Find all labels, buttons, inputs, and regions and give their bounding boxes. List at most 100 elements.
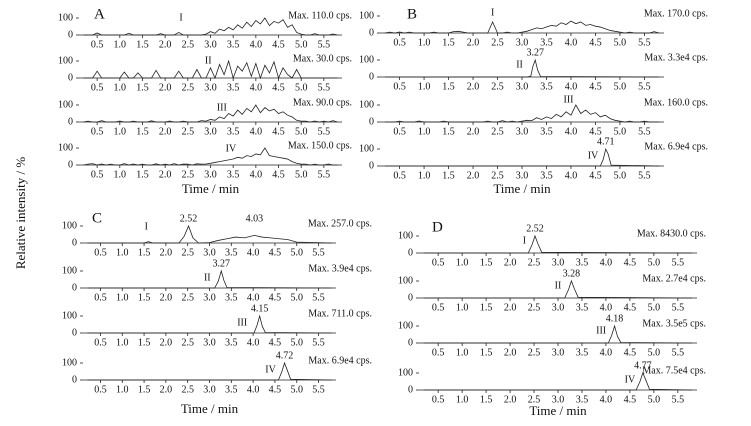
x-tick-label: 1.0 [418, 126, 431, 137]
x-tick-label: 5.5 [672, 394, 685, 405]
x-tick-label: 5.0 [648, 347, 661, 358]
y-tick-label: 0 [68, 159, 73, 170]
panel-label: C [92, 210, 102, 226]
x-tick-label: 1.5 [480, 257, 493, 268]
peak-label: 3.27 [213, 258, 231, 269]
x-tick-label: 4.0 [247, 247, 260, 258]
x-tick-label: 3.0 [516, 170, 529, 181]
y-tick-label: 0 [408, 337, 413, 348]
x-axis-label: Time / min [181, 401, 239, 416]
x-tick-label: 3.5 [540, 37, 553, 48]
x-tick-label: 4.5 [624, 347, 637, 358]
y-tick-label: 100 [359, 54, 374, 65]
x-tick-label: 5.0 [648, 394, 661, 405]
x-tick-label: 3.0 [203, 292, 216, 303]
x-tick-label: 1.5 [480, 347, 493, 358]
trace [384, 20, 660, 34]
x-tick-label: 1.0 [114, 82, 127, 93]
x-tick-label: 3.0 [204, 82, 217, 93]
x-tick-label: 3.0 [516, 126, 529, 137]
y-tick-label: 100 [58, 99, 73, 110]
x-tick-label: 3.0 [203, 384, 216, 395]
x-tick-label: 0.5 [91, 169, 104, 180]
x-tick-label: 0.5 [432, 347, 445, 358]
max-label: Max. 90.0 cps. [293, 97, 352, 108]
x-tick-label: 2.0 [504, 257, 517, 268]
y-tick-label: 0 [72, 282, 77, 293]
x-tick-label: 1.5 [138, 247, 151, 258]
y-tick-label: 100 [398, 320, 413, 331]
x-tick-label: 1.5 [136, 126, 149, 137]
x-tick-label: 1.0 [456, 394, 469, 405]
x-tick-label: 4.5 [272, 39, 285, 50]
x-tick-label: 1.0 [116, 337, 129, 348]
x-tick-label: 4.0 [565, 170, 578, 181]
x-tick-label: 4.0 [600, 347, 613, 358]
trace [83, 17, 338, 36]
peak-label: 3.28 [563, 268, 581, 279]
x-tick-label: 5.0 [614, 37, 627, 48]
x-tick-label: 4.5 [589, 170, 602, 181]
y-tick-label: 0 [408, 247, 413, 258]
x-tick-label: 3.0 [204, 39, 217, 50]
trace-name: I [145, 221, 148, 232]
x-tick-label: 5.5 [312, 247, 325, 258]
x-tick-label: 3.0 [516, 81, 529, 92]
x-tick-label: 3.5 [227, 126, 240, 137]
x-tick-label: 3.5 [227, 39, 240, 50]
x-tick-label: 4.0 [600, 302, 613, 313]
x-tick-label: 3.0 [552, 347, 565, 358]
trace [83, 59, 338, 80]
x-tick-label: 1.5 [442, 37, 455, 48]
x-tick-label: 1.5 [138, 337, 151, 348]
x-axis-label: Time / min [493, 181, 551, 196]
x-tick-label: 4.5 [624, 302, 637, 313]
x-tick-label: 2.0 [467, 126, 480, 137]
x-tick-label: 5.5 [318, 82, 331, 93]
max-label: Max. 257.0 cps. [308, 218, 372, 229]
trace-name: IV [625, 374, 636, 385]
x-tick-label: 4.5 [269, 384, 282, 395]
y-tick-label: 100 [398, 275, 413, 286]
x-tick-label: 2.5 [528, 394, 541, 405]
peak-label: 2.52 [180, 213, 198, 224]
x-tick-label: 4.5 [269, 292, 282, 303]
max-label: Max. 3.3e4 cps. [644, 52, 708, 63]
y-tick-label: 0 [369, 71, 374, 82]
max-label: Max. 711.0 cps. [308, 308, 372, 319]
x-tick-label: 5.5 [312, 384, 325, 395]
x-tick-label: 5.5 [638, 126, 651, 137]
x-tick-label: 4.5 [272, 169, 285, 180]
x-tick-label: 1.5 [138, 292, 151, 303]
trace-name: I [523, 235, 526, 246]
x-tick-label: 3.5 [540, 170, 553, 181]
trace [87, 224, 332, 244]
x-tick-label: 2.5 [491, 126, 504, 137]
x-tick-label: 3.5 [540, 81, 553, 92]
x-tick-label: 0.5 [432, 257, 445, 268]
x-tick-label: 3.5 [540, 126, 553, 137]
y-tick-label: 0 [72, 327, 77, 338]
x-tick-label: 2.5 [528, 257, 541, 268]
x-tick-label: 4.5 [624, 394, 637, 405]
peak-label: 4.71 [597, 136, 615, 147]
x-tick-label: 3.0 [203, 247, 216, 258]
x-tick-label: 2.0 [160, 247, 173, 258]
peak-label: 2.52 [526, 223, 544, 234]
x-tick-label: 5.5 [312, 292, 325, 303]
x-tick-label: 2.0 [467, 81, 480, 92]
trace-name: II [204, 272, 211, 283]
max-label: Max. 2.7e4 cps. [642, 273, 706, 284]
x-tick-label: 1.5 [442, 81, 455, 92]
x-tick-label: 2.5 [528, 347, 541, 358]
x-tick-label: 2.5 [491, 37, 504, 48]
x-tick-label: 4.0 [247, 292, 260, 303]
x-tick-label: 0.5 [393, 81, 406, 92]
peak-label: 4.77 [634, 360, 652, 371]
x-tick-label: 2.0 [504, 302, 517, 313]
x-tick-label: 2.0 [160, 337, 173, 348]
panel-label: B [407, 6, 417, 22]
x-tick-label: 3.5 [225, 292, 238, 303]
max-label: Max. 8430.0 cps. [637, 228, 706, 239]
max-label: Max. 160.0 cps. [644, 97, 708, 108]
